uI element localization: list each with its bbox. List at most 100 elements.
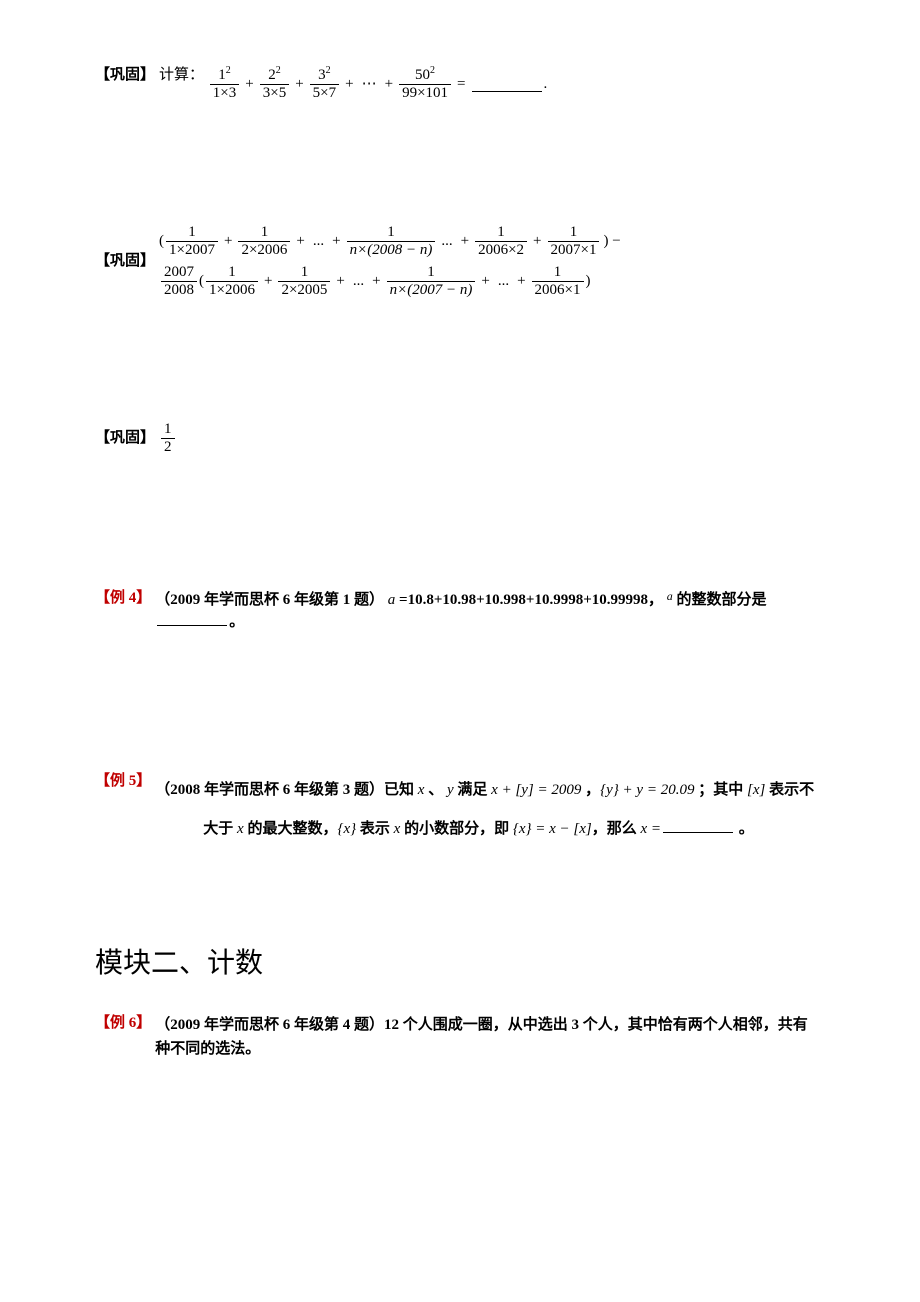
f-mid: 1n×(2008 − n) xyxy=(347,224,436,258)
plus: + xyxy=(224,231,232,252)
d: 2 xyxy=(161,438,175,456)
page: 【巩固】 计算： 12 1×3 + 22 3×5 + 32 5×7 + xyxy=(0,0,920,1302)
n: 1 xyxy=(424,264,438,281)
example-5: 【例 5】 （2008 年学而思杯 6 年级第 3 题）已知 x 、 y 满足 … xyxy=(95,771,825,849)
bx: {x} xyxy=(337,821,356,837)
answer-blank xyxy=(663,818,733,833)
close: ) − xyxy=(603,231,620,252)
dots: ... xyxy=(353,271,364,292)
n: 3 xyxy=(318,67,326,83)
f: 11×2007 xyxy=(166,224,218,258)
n: 1 xyxy=(551,264,565,281)
problem-consolidate-3: 【巩固】 1 2 xyxy=(95,421,825,455)
f: 11×2006 xyxy=(206,264,258,298)
expr3: {x} = x − [x] xyxy=(513,821,592,837)
tag-example-5: 【例 5】 xyxy=(95,771,151,792)
open: ( xyxy=(159,231,164,252)
line2: 种不同的选法。 xyxy=(155,1041,260,1057)
line1: ( 11×2007 + 12×2006 + ... + 1n×(2008 − n… xyxy=(159,224,621,258)
d: 1×2006 xyxy=(206,281,258,299)
problem1-math: 12 1×3 + 22 3×5 + 32 5×7 + ⋯ + 502 9 xyxy=(208,67,547,101)
expr2: {y} + y = 20.09 xyxy=(600,782,694,798)
problem2-math: ( 11×2007 + 12×2006 + ... + 1n×(2008 − n… xyxy=(159,224,825,298)
plus: + xyxy=(332,231,340,252)
problem2-body: ( 11×2007 + 12×2006 + ... + 1n×(2008 − n… xyxy=(159,224,825,298)
var-a: a xyxy=(388,592,396,608)
plus: + xyxy=(245,74,253,95)
sep: 、 xyxy=(424,782,447,798)
module-2-title: 模块二、计数 xyxy=(95,944,825,983)
spacer xyxy=(95,463,825,588)
tag-consolidate: 【巩固】 xyxy=(95,428,155,449)
t: ；其中 xyxy=(694,782,747,798)
example-4: 【例 4】 （2009 年学而思杯 6 年级第 1 题） a =10.8+10.… xyxy=(95,588,825,633)
frac-1: 12 1×3 xyxy=(210,67,239,101)
tag-consolidate: 【巩固】 xyxy=(95,65,155,86)
d: 2×2006 xyxy=(238,241,290,259)
plus: + xyxy=(372,271,380,292)
x: x xyxy=(237,821,244,837)
d: n×(2008 − n) xyxy=(347,241,436,259)
src: （2008 年学而思杯 6 年级第 3 题）已知 xyxy=(155,782,418,798)
d: 2007×1 xyxy=(548,241,600,259)
plus: + xyxy=(385,74,393,95)
e: 2 xyxy=(326,65,331,76)
b: 7 xyxy=(329,85,337,101)
eq: =10.8+10.98+10.998+10.9998+10.99998， xyxy=(399,592,663,608)
n: 1 xyxy=(384,224,398,241)
example-6: 【例 6】 （2009 年学而思杯 6 年级第 4 题）12 个人围成一圈，从中… xyxy=(95,1013,825,1061)
e: 2 xyxy=(226,65,231,76)
tail-dot: . xyxy=(544,74,548,95)
spacer xyxy=(95,109,825,224)
n: 1 xyxy=(218,67,226,83)
ellipsis: ⋯ xyxy=(362,74,377,95)
frac-3: 32 5×7 xyxy=(310,67,339,101)
line2: 20072008 ( 11×2006 + 12×2005 + ... + 1n×… xyxy=(159,264,590,298)
n: 1 xyxy=(161,421,175,438)
coeff: 20072008 xyxy=(161,264,197,298)
n: 2 xyxy=(268,67,276,83)
c: ， xyxy=(581,782,600,798)
f: 12006×2 xyxy=(475,224,527,258)
t: 的小数部分，即 xyxy=(400,821,513,837)
plus: + xyxy=(336,271,344,292)
dots: ... xyxy=(441,231,452,252)
p: 。 xyxy=(735,821,754,837)
var-a-sup: a xyxy=(667,589,673,603)
problem1-lead: 计算： xyxy=(159,67,204,83)
spacer xyxy=(95,641,825,771)
one-half: 1 2 xyxy=(161,421,175,455)
e: 2 xyxy=(430,65,435,76)
d: 2006×1 xyxy=(532,281,584,299)
d: n×(2007 − n) xyxy=(387,281,476,299)
t: 大于 xyxy=(203,821,237,837)
n: 1 xyxy=(494,224,508,241)
t: 表示不 xyxy=(765,782,814,798)
b: 3 xyxy=(229,85,237,101)
tag-example-6: 【例 6】 xyxy=(95,1013,151,1034)
plus: + xyxy=(295,74,303,95)
n: 1 xyxy=(298,264,312,281)
n: 1 xyxy=(567,224,581,241)
example5-body: （2008 年学而思杯 6 年级第 3 题）已知 x 、 y 满足 x + [y… xyxy=(155,771,825,849)
problem-consolidate-2: 【巩固】 ( 11×2007 + 12×2006 + ... + 1n×(200… xyxy=(95,224,825,298)
dots: ... xyxy=(498,271,509,292)
a: 3 xyxy=(263,85,271,101)
f-mid: 1n×(2007 − n) xyxy=(387,264,476,298)
open: ( xyxy=(199,271,204,292)
f: 12007×1 xyxy=(548,224,600,258)
d: 1×2007 xyxy=(166,241,218,259)
answer-blank xyxy=(157,611,227,626)
f: 12006×1 xyxy=(532,264,584,298)
spacer xyxy=(95,306,825,421)
tail: 的整数部分是 xyxy=(677,592,767,608)
xeq: x = xyxy=(640,821,661,837)
frac-last: 502 99×101 xyxy=(399,67,451,101)
e: 2 xyxy=(276,65,281,76)
line1: （2009 年学而思杯 6 年级第 4 题）12 个人围成一圈，从中选出 3 个… xyxy=(155,1017,808,1033)
problem1-body: 计算： 12 1×3 + 22 3×5 + 32 5×7 + ⋯ + xyxy=(159,65,825,101)
brx: [x] xyxy=(747,782,765,798)
plus: + xyxy=(461,231,469,252)
b: 101 xyxy=(426,85,449,101)
plus: + xyxy=(296,231,304,252)
